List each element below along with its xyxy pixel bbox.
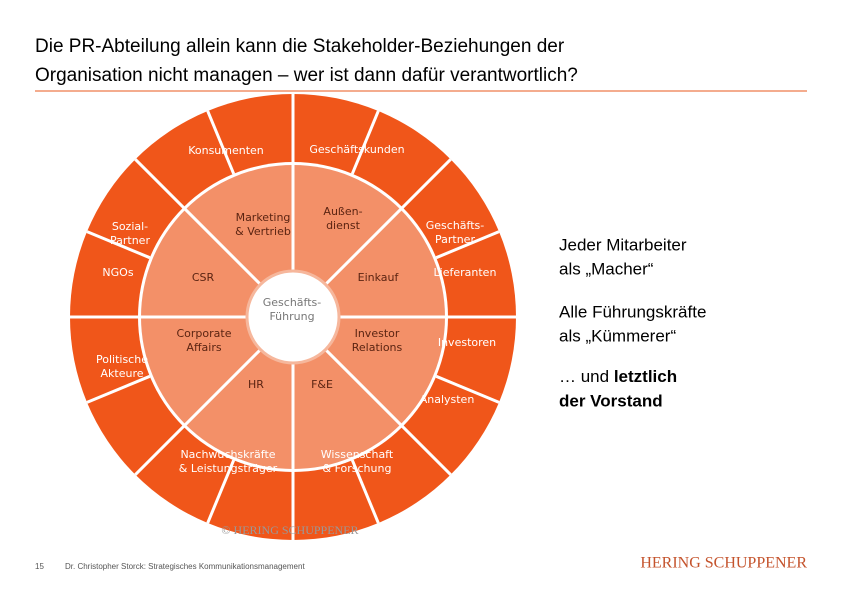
inner-label: Corporate — [177, 327, 232, 340]
center-label: Geschäfts- — [263, 296, 322, 309]
outer-label: Lieferanten — [434, 266, 497, 279]
inner-label: & Vertrieb — [235, 225, 291, 238]
spoke — [86, 230, 151, 260]
outer-label: Geschäfts- — [426, 219, 485, 232]
center-label: Führung — [269, 310, 314, 323]
outer-label: Sozial- — [112, 220, 148, 233]
spoke — [350, 110, 380, 175]
note-text: … und — [559, 367, 614, 386]
spoke — [134, 348, 262, 476]
outer-label: Konsumenten — [188, 144, 264, 157]
side-note: Alle Führungskräfte — [559, 302, 706, 321]
side-note: … und letztlich — [559, 367, 677, 386]
outer-label: & Leistungsträger — [179, 462, 278, 475]
outer-label: Partner — [435, 233, 475, 246]
outer-label: Politische — [96, 353, 148, 366]
outer-label: Partner — [110, 234, 150, 247]
inner-label: Marketing — [236, 211, 291, 224]
spoke — [324, 158, 452, 286]
side-note: Jeder Mitarbeiter — [559, 235, 687, 254]
outer-label: & Forschung — [323, 462, 392, 475]
spoke — [134, 158, 262, 286]
spoke — [350, 459, 380, 524]
side-note: als „Macher“ — [559, 259, 654, 278]
inner-label: F&E — [311, 378, 333, 391]
inner-label: CSR — [192, 271, 215, 284]
outer-label: Geschäftskunden — [309, 143, 404, 156]
outer-label: Nachwuchskräfte — [180, 448, 275, 461]
inner-label: Relations — [352, 341, 403, 354]
side-note: der Vorstand — [559, 391, 663, 410]
outer-label: Wissenschaft — [321, 448, 394, 461]
title-line: Die PR-Abteilung allein kann die Stakeho… — [35, 36, 565, 57]
outer-label: NGOs — [102, 266, 133, 279]
page-number: 15 — [35, 562, 44, 571]
inner-label: HR — [248, 378, 264, 391]
outer-label: Akteure — [101, 367, 144, 380]
inner-label: Einkauf — [358, 271, 400, 284]
footer-author: Dr. Christopher Storck: Strategisches Ko… — [65, 562, 305, 571]
spoke — [206, 110, 236, 175]
center-circle — [245, 269, 341, 365]
note-bold: letztlich — [614, 367, 677, 386]
inner-label: Außen- — [323, 205, 362, 218]
title-line: Organisation nicht managen – wer ist dan… — [35, 65, 578, 86]
spoke — [435, 374, 500, 404]
copyright: © HERING SCHUPPENER — [221, 523, 358, 537]
spoke — [324, 348, 452, 476]
side-note: als „Kümmerer“ — [559, 326, 676, 345]
spoke — [206, 459, 236, 524]
spoke — [435, 230, 500, 260]
inner-label: Affairs — [186, 341, 221, 354]
outer-label: Investoren — [438, 336, 496, 349]
logo: HERING SCHUPPENER — [640, 555, 807, 572]
inner-label: Investor — [355, 327, 400, 340]
outer-label: Analysten — [420, 393, 475, 406]
inner-label: dienst — [326, 219, 361, 232]
spoke — [86, 374, 151, 404]
